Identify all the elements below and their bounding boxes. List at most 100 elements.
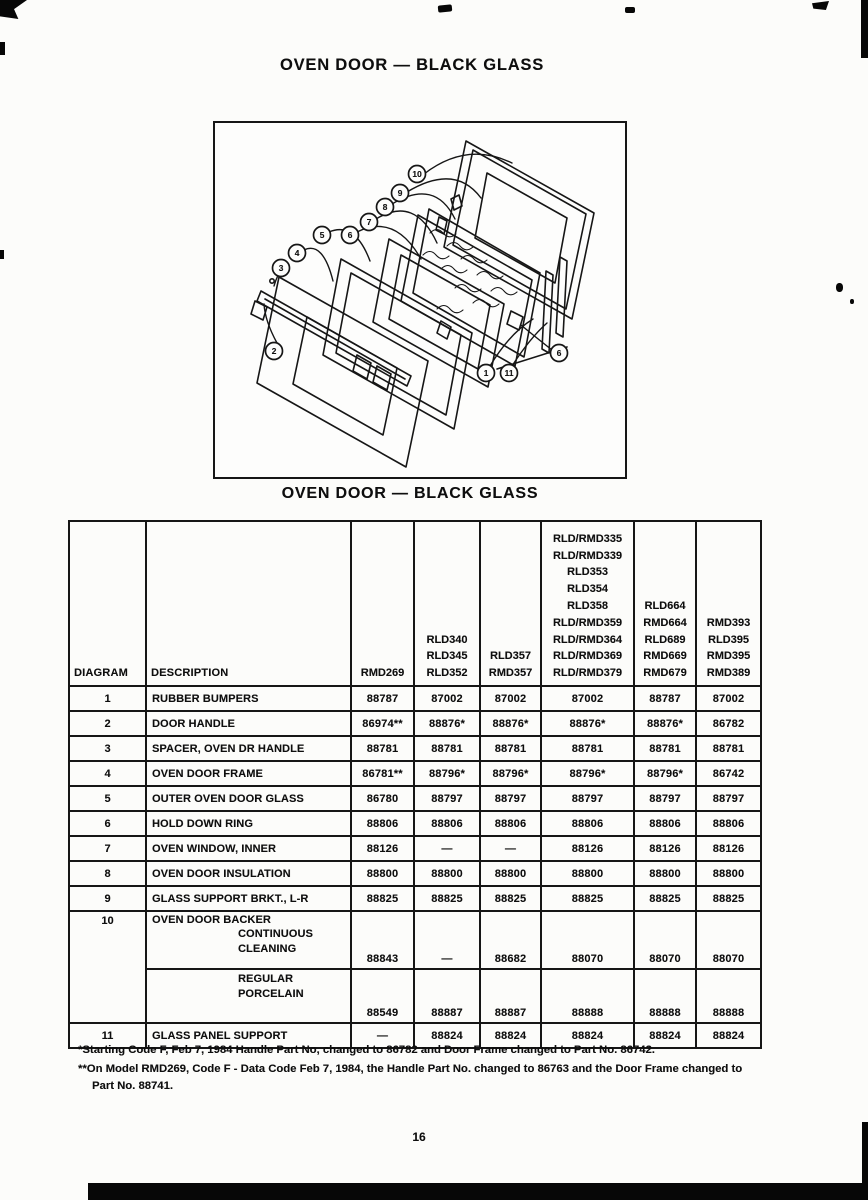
- part-number: 88797: [540, 785, 635, 812]
- page-number: 16: [412, 1130, 426, 1144]
- part-number: 88888: [540, 968, 635, 1024]
- part-number: 88876*: [540, 710, 635, 737]
- part-number: 88126: [633, 835, 697, 862]
- part-number: 86974**: [350, 710, 415, 737]
- part-description: GLASS SUPPORT BRKT., L-R: [145, 885, 352, 912]
- table-header-row: DIAGRAM DESCRIPTION RMD269 RLD340 RLD345…: [68, 520, 762, 687]
- callout-part-1: 1: [484, 368, 489, 378]
- diagram-number: 4: [68, 760, 147, 787]
- col-header-model-rld340: RLD340 RLD345 RLD352: [413, 520, 481, 687]
- callout-part-3: 3: [279, 263, 284, 273]
- part-number: —: [350, 1022, 415, 1049]
- scan-artifact: [861, 0, 868, 58]
- part-number: 88787: [633, 685, 697, 712]
- part-number: 88824: [413, 1022, 481, 1049]
- table-row: 6 HOLD DOWN RING 88806 88806 88806 88806 88806…: [68, 810, 762, 837]
- part-number: 87002: [695, 685, 762, 712]
- part-number: 88796*: [540, 760, 635, 787]
- part-number: 88824: [479, 1022, 542, 1049]
- scan-artifact-bottom-bar: [88, 1183, 868, 1200]
- part-number: 88797: [413, 785, 481, 812]
- part-description: RUBBER BUMPERS: [145, 685, 352, 712]
- part-number: 88887: [413, 968, 481, 1024]
- part-number: 88781: [479, 735, 542, 762]
- table-row: 8 OVEN DOOR INSULATION 88800 88800 88800 8880…: [68, 860, 762, 887]
- part-description: SPACER, OVEN DR HANDLE: [145, 735, 352, 762]
- table-row: REGULAR PORCELAIN 88549 88887 88887 88888 88…: [69, 968, 762, 1024]
- part-description: REGULAR PORCELAIN: [145, 968, 352, 1024]
- part-description-variant: CONTINUOUS CLEANING: [238, 928, 313, 955]
- callout-part-8: 8: [383, 202, 388, 212]
- part-description: OVEN DOOR INSULATION: [145, 860, 352, 887]
- part-number: 88825: [479, 885, 542, 912]
- part-number: 88126: [350, 835, 415, 862]
- part-number: 88070: [540, 910, 635, 970]
- part-description: OVEN DOOR FRAME: [145, 760, 352, 787]
- table-row: 2 DOOR HANDLE 86974** 88876* 88876* 88876* 888…: [68, 710, 762, 737]
- table-row: 7 OVEN WINDOW, INNER 88126— —88126 88126 8812…: [68, 835, 762, 862]
- part-number: 86780: [350, 785, 415, 812]
- part-number: 88800: [479, 860, 542, 887]
- parts-table: DIAGRAM DESCRIPTION RMD269 RLD340 RLD345…: [68, 520, 762, 1049]
- part-number: 88781: [540, 735, 635, 762]
- part-number: 88797: [479, 785, 542, 812]
- part-number: 88800: [350, 860, 415, 887]
- part-number: 88888: [695, 968, 762, 1024]
- part-number: —: [413, 910, 481, 970]
- part-number: 88824: [695, 1022, 762, 1049]
- part-number: 88825: [695, 885, 762, 912]
- col-header-diagram: DIAGRAM: [68, 520, 147, 687]
- part-number: 88825: [633, 885, 697, 912]
- part-number: 88070: [695, 910, 762, 970]
- table-row: 1 RUBBER BUMPERS 88787 87002 87002 87002 88787…: [68, 685, 762, 712]
- part-number: 88825: [540, 885, 635, 912]
- scan-artifact: [812, 1, 829, 10]
- table-row: 4 OVEN DOOR FRAME 86781** 88796* 88796* 88796…: [68, 760, 762, 787]
- page-title: OVEN DOOR — BLACK GLASS: [279, 56, 545, 74]
- callout-part-4: 4: [295, 248, 300, 258]
- diagram-number: 9: [68, 885, 147, 912]
- callout-part-9: 9: [398, 188, 403, 198]
- diagram-number: 5: [68, 785, 147, 812]
- part-number: 88781: [633, 735, 697, 762]
- col-header-model-rld357: RLD357 RMD357: [479, 520, 542, 687]
- part-number: 88824: [633, 1022, 697, 1049]
- scan-artifact: [0, 42, 5, 55]
- part-number: 88800: [695, 860, 762, 887]
- part-number: 88796*: [633, 760, 697, 787]
- part-number: 88070: [633, 910, 697, 970]
- scan-artifact: [850, 299, 854, 304]
- part-number: 88806: [350, 810, 415, 837]
- diagram-caption: OVEN DOOR — BLACK GLASS: [281, 485, 539, 502]
- part-number: 88825: [350, 885, 415, 912]
- callout-part-6b: 6: [557, 348, 562, 358]
- scan-artifact: [625, 7, 635, 13]
- part-number: 88781: [695, 735, 762, 762]
- part-number: 88887: [479, 968, 542, 1024]
- scan-artifact: [836, 283, 843, 292]
- col-header-model-rld335-group: RLD/RMD335 RLD/RMD339 RLD353 RLD354 RLD3…: [540, 520, 635, 687]
- scan-artifact: [862, 1122, 868, 1188]
- part-number: 88824: [540, 1022, 635, 1049]
- part-number: 88876*: [633, 710, 697, 737]
- parts-diagram: 10 9 8 7 6 5 4 3 2 1 11 6: [213, 121, 627, 479]
- col-header-model-rld664-group: RLD664 RMD664 RLD689 RMD669 RMD679: [633, 520, 697, 687]
- diagram-number: 6: [68, 810, 147, 837]
- part-number: 88806: [633, 810, 697, 837]
- part-number: 87002: [479, 685, 542, 712]
- part-number: 88787: [350, 685, 415, 712]
- footnote-single-asterisk: *Starting Code F, Feb 7, 1984 Handle Par…: [78, 1044, 655, 1056]
- part-number: 88126: [540, 835, 635, 862]
- footnotes: *Starting Code F, Feb 7, 1984 Handle Par…: [78, 1042, 760, 1097]
- part-number: 88781: [413, 735, 481, 762]
- diagram-number: 7: [68, 835, 147, 862]
- table-row: 11 GLASS PANEL SUPPORT —88824 88824 88824 888…: [68, 1022, 762, 1049]
- part-description: HOLD DOWN RING: [145, 810, 352, 837]
- part-number: 88797: [695, 785, 762, 812]
- part-number: 86781**: [350, 760, 415, 787]
- part-number: 88796*: [413, 760, 481, 787]
- diagram-number: 2: [68, 710, 147, 737]
- part-number: 86742: [695, 760, 762, 787]
- col-header-description: DESCRIPTION: [145, 520, 352, 687]
